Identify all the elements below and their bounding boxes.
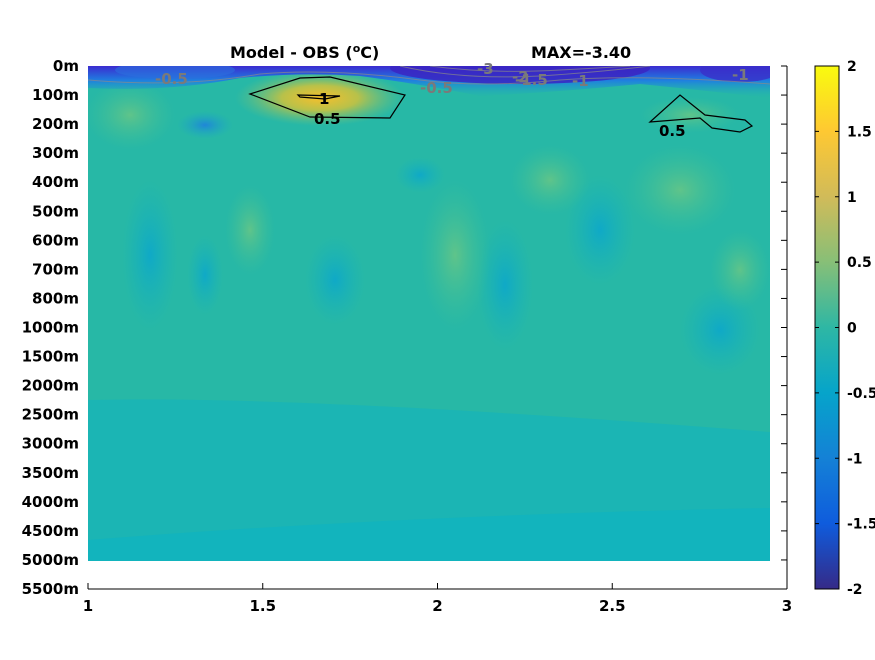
contour-line-negative-1 — [88, 71, 770, 85]
x-tick-label: 1 — [83, 597, 93, 615]
y-tick-label: 600m — [32, 231, 79, 249]
y-tick-label: 4000m — [22, 493, 79, 511]
y-tick-label: 3000m — [22, 435, 79, 453]
y-tick-label: 400m — [32, 173, 79, 191]
cold-core-left — [115, 66, 235, 79]
cool-pocket-4 — [395, 157, 445, 193]
y-axis-ticks: 0m 100m 200m 300m 400m 500m 600m 700m 800m 1000m 1… — [22, 57, 787, 598]
y-tick-label: 3500m — [22, 464, 79, 482]
contour-label: -1 — [572, 72, 589, 90]
contour-line-0.5-left — [248, 76, 406, 119]
colorbar-tick-label: 1 — [847, 190, 857, 206]
contour-label: -0.5 — [420, 79, 453, 97]
x-tick-label: 2.5 — [599, 597, 626, 615]
warm-pocket-4 — [510, 145, 590, 215]
y-tick-label: 1500m — [22, 348, 79, 366]
cool-pocket-1 — [122, 180, 178, 330]
cool-pocket-3 — [305, 235, 365, 325]
colorbar-tick-label: -2 — [847, 582, 863, 598]
contour-label: -1 — [732, 66, 749, 84]
colorbar-tick-label: 2 — [847, 59, 857, 75]
contour-label: -0.5 — [155, 70, 188, 88]
warm-pocket-3 — [625, 145, 735, 235]
y-tick-label: 5000m — [22, 551, 79, 569]
y-tick-label: 1000m — [22, 319, 79, 337]
contour-line-0.5-right — [648, 94, 754, 133]
y-tick-label: 2500m — [22, 406, 79, 424]
colorbar-ticks: 2 1.5 1 0.5 0 -0.5 -1 -1.5 -2 — [815, 59, 875, 598]
warm-anomaly-right — [640, 97, 740, 133]
x-tick-label: 1.5 — [249, 597, 276, 615]
contour-label: 0.5 — [314, 110, 341, 128]
contour-label: -2 — [512, 68, 529, 86]
y-tick-label: 5500m — [22, 580, 79, 598]
colorbar-tick-label: 0 — [847, 321, 857, 337]
y-tick-label: 2000m — [22, 377, 79, 395]
y-tick-label: 4500m — [22, 522, 79, 540]
y-tick-label: 700m — [32, 260, 79, 278]
colorbar-tick-label: -1.5 — [847, 517, 875, 533]
chart-title: Model - OBS (oC) — [230, 42, 379, 62]
y-tick-label: 300m — [32, 144, 79, 162]
colorbar-tick-label: 1.5 — [847, 124, 872, 140]
contour-label: 1 — [319, 90, 329, 108]
warm-pocket-1 — [225, 185, 275, 275]
cold-core — [390, 66, 650, 84]
contour-line-negative-3 — [429, 66, 631, 72]
warm-pocket-5 — [710, 230, 770, 310]
warm-pocket-2 — [420, 180, 490, 330]
x-axis-ticks: 1 1.5 2 2.5 3 — [83, 583, 792, 615]
heatmap-field — [88, 66, 770, 561]
y-tick-label: 500m — [32, 202, 79, 220]
no-data-region — [88, 561, 770, 589]
y-tick-label: 200m — [32, 115, 79, 133]
y-tick-label: 0m — [53, 57, 79, 75]
contour-line-negative-2 — [399, 66, 651, 78]
cool-pocket-5 — [477, 220, 533, 350]
y-tick-label: 800m — [32, 289, 79, 307]
contour-labels: 1 0.5 0.5 -0.5 -0.5 -3 -2 -1.5 -1 -1 — [155, 60, 749, 140]
x-tick-label: 3 — [782, 597, 792, 615]
contour-label: -1.5 — [515, 71, 548, 89]
colorbar-tick-label: -1 — [847, 451, 863, 467]
contour-label: 0.5 — [659, 122, 686, 140]
colorbar-tick-label: -0.5 — [847, 386, 875, 402]
x-tick-label: 2 — [432, 597, 442, 615]
y-tick-label: 100m — [32, 86, 79, 104]
contour-label: -3 — [477, 60, 494, 78]
cool-spot-200m — [177, 111, 233, 139]
cool-pocket-2 — [187, 235, 223, 315]
warm-pocket-6 — [88, 80, 175, 150]
max-annotation: MAX=-3.40 — [531, 43, 631, 62]
colorbar-tick-label: 0.5 — [847, 255, 872, 271]
cool-pocket-7 — [565, 175, 635, 285]
contour-line-1 — [296, 94, 341, 100]
field-abyss-zone — [88, 508, 770, 561]
cold-core-right — [700, 66, 770, 82]
